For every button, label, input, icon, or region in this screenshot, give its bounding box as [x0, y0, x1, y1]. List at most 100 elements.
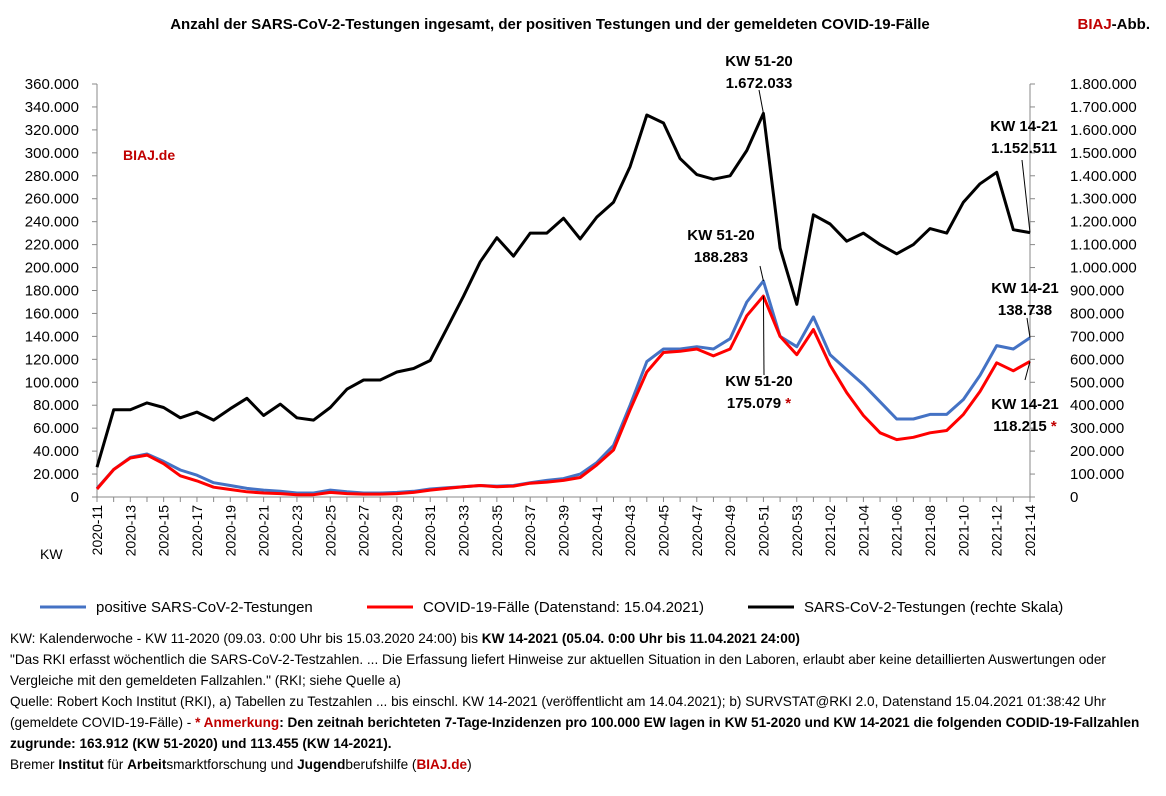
- annotation-value: 118.215 *: [993, 418, 1057, 435]
- y-right-tick-label: 1.200.000: [1070, 214, 1137, 231]
- x-tick-label: 2021-10: [955, 505, 971, 557]
- y-right-tick-label: 700.000: [1070, 328, 1124, 345]
- annotation-week: KW 51-20: [725, 373, 793, 390]
- y-left-tick-label: 40.000: [33, 443, 79, 460]
- footer-end: ): [467, 757, 472, 772]
- note-source-text: Quelle: Robert Koch Institut (RKI), a) T…: [10, 694, 1106, 730]
- annotation-week: KW 51-20: [725, 53, 793, 70]
- y-right-tick-label: 200.000: [1070, 443, 1124, 460]
- x-tick-label: 2020-25: [322, 505, 338, 557]
- y-right-tick-label: 1.100.000: [1070, 237, 1137, 254]
- y-right-tick-label: 300.000: [1070, 420, 1124, 437]
- x-tick-label: 2020-23: [289, 505, 305, 557]
- annotation-leader: [758, 89, 764, 114]
- y-right-tick-label: 0: [1070, 489, 1078, 506]
- annotation-leader: [1026, 317, 1031, 338]
- y-right-tick-label: 1.000.000: [1070, 260, 1137, 277]
- y-right-tick-label: 1.300.000: [1070, 191, 1137, 208]
- legend-label-1: COVID-19-Fälle (Datenstand: 15.04.2021): [423, 599, 704, 615]
- y-right-tick-label: 500.000: [1070, 374, 1124, 391]
- chart: Anzahl der SARS-CoV-2-Testungen ingesamt…: [25, 16, 1150, 615]
- y-left-tick-label: 140.000: [25, 328, 79, 345]
- x-tick-label: 2020-47: [689, 505, 705, 557]
- note-kw-text: KW: Kalenderwoche - KW 11-2020 (09.03. 0…: [10, 631, 482, 646]
- y-right-tick-label: 100.000: [1070, 466, 1124, 483]
- annotation-leader: [1024, 361, 1031, 381]
- y-left-tick-label: 20.000: [33, 466, 79, 483]
- note-quote: "Das RKI erfasst wöchentlich die SARS-Co…: [10, 652, 1106, 688]
- y-left-tick-label: 280.000: [25, 168, 79, 185]
- y-left-tick-label: 80.000: [33, 397, 79, 414]
- footer-part: Institut: [58, 757, 104, 772]
- x-tick-label: 2020-21: [256, 505, 272, 557]
- x-tick-label: 2020-29: [389, 505, 405, 557]
- x-tick-label: 2020-51: [755, 505, 771, 557]
- footer-part: für: [103, 757, 128, 772]
- x-tick-label: 2021-04: [855, 505, 871, 557]
- note-kw-range: KW 14-2021 (05.04. 0:00 Uhr bis 11.04.20…: [481, 631, 800, 646]
- annotation-value-number: 175.079: [727, 395, 781, 412]
- x-tick-label: 2021-02: [822, 505, 838, 557]
- annotation-value-number: 1.672.033: [726, 75, 793, 92]
- series-line-2: [95, 111, 1031, 468]
- note-remark-text: : Den zeitnah berichteten 7-Tage-Inziden…: [10, 715, 1140, 751]
- y-left-tick-label: 60.000: [33, 420, 79, 437]
- y-left-tick-label: 200.000: [25, 260, 79, 277]
- plot-area: 0 20.000 40.000 60.000 80.000 100.000 120.000 1…: [25, 53, 1137, 615]
- y-left-tick-label: 180.000: [25, 283, 79, 300]
- x-tick-label: 2020-27: [356, 505, 372, 557]
- legend-label-2: SARS-CoV-2-Testungen (rechte Skala): [804, 599, 1063, 615]
- y-left-tick-label: 260.000: [25, 191, 79, 208]
- y-left-tick-label: 220.000: [25, 237, 79, 254]
- y-right-tick-label: 400.000: [1070, 397, 1124, 414]
- y-right-tick-label: 1.800.000: [1070, 76, 1137, 93]
- x-tick-label: 2020-49: [722, 505, 738, 557]
- x-tick-label: 2020-53: [789, 505, 805, 557]
- x-tick-label: 2021-14: [1022, 505, 1038, 557]
- annotation-value-number: 1.152.511: [991, 140, 1057, 157]
- annotation-star: *: [781, 395, 791, 412]
- y-left-tick-label: 0: [71, 489, 79, 506]
- brand-prefix: BIAJ: [1077, 16, 1111, 33]
- y-left-tick-label: 100.000: [25, 374, 79, 391]
- footer-link[interactable]: BIAJ.de: [416, 757, 468, 772]
- y-right-tick-label: 1.400.000: [1070, 168, 1137, 185]
- footer-part: berufshilfe (: [345, 757, 417, 772]
- x-tick-label: 2020-33: [456, 505, 472, 557]
- legend-label-0: positive SARS-CoV-2-Testungen: [96, 599, 313, 615]
- annotation-week: KW 14-21: [991, 396, 1059, 413]
- y-left-tick-label: 240.000: [25, 214, 79, 231]
- brand-logo: BIAJ-Abb.: [1077, 16, 1150, 33]
- annotation-week: KW 14-21: [991, 280, 1059, 297]
- annotation-leader: [762, 296, 765, 376]
- annotation-value-number: 118.215: [993, 418, 1046, 435]
- annotation-leader: [1021, 159, 1031, 233]
- footer-part: Jugend: [297, 757, 346, 772]
- annotation-week: KW 51-20: [687, 227, 755, 244]
- y-left-tick-label: 320.000: [25, 122, 79, 139]
- annotation-value: 175.079 *: [727, 395, 791, 412]
- x-tick-label: 2021-12: [989, 505, 1005, 557]
- brand-suffix: -Abb.: [1112, 16, 1150, 33]
- x-tick-label: 2020-19: [222, 505, 238, 557]
- series-line-0: [95, 279, 1031, 495]
- annotation-week: KW 14-21: [990, 118, 1058, 135]
- brand-watermark: BIAJ.de: [123, 147, 175, 163]
- annotation-value: 1.152.511: [991, 140, 1057, 157]
- annotation-value-number: 138.738: [998, 302, 1052, 319]
- annotation-value: 138.738: [998, 302, 1052, 319]
- x-tick-label: 2021-08: [922, 505, 938, 557]
- note-remark-label: * Anmerkung: [195, 715, 280, 730]
- annotation-value: 1.672.033: [726, 75, 793, 92]
- y-right-tick-label: 900.000: [1070, 283, 1124, 300]
- y-left-tick-label: 160.000: [25, 305, 79, 322]
- note-kw: KW: Kalenderwoche - KW 11-2020 (09.03. 0…: [10, 628, 1156, 649]
- x-tick-label: 2020-37: [522, 505, 538, 557]
- x-tick-label: 2020-13: [122, 505, 138, 557]
- footnotes: KW: Kalenderwoche - KW 11-2020 (09.03. 0…: [10, 628, 1156, 775]
- annotation-star: *: [1047, 418, 1057, 435]
- y-right-tick-label: 600.000: [1070, 351, 1124, 368]
- annotation-leader: [759, 265, 764, 282]
- chart-title: Anzahl der SARS-CoV-2-Testungen ingesamt…: [170, 16, 930, 33]
- annotation-value: 188.283: [694, 249, 748, 266]
